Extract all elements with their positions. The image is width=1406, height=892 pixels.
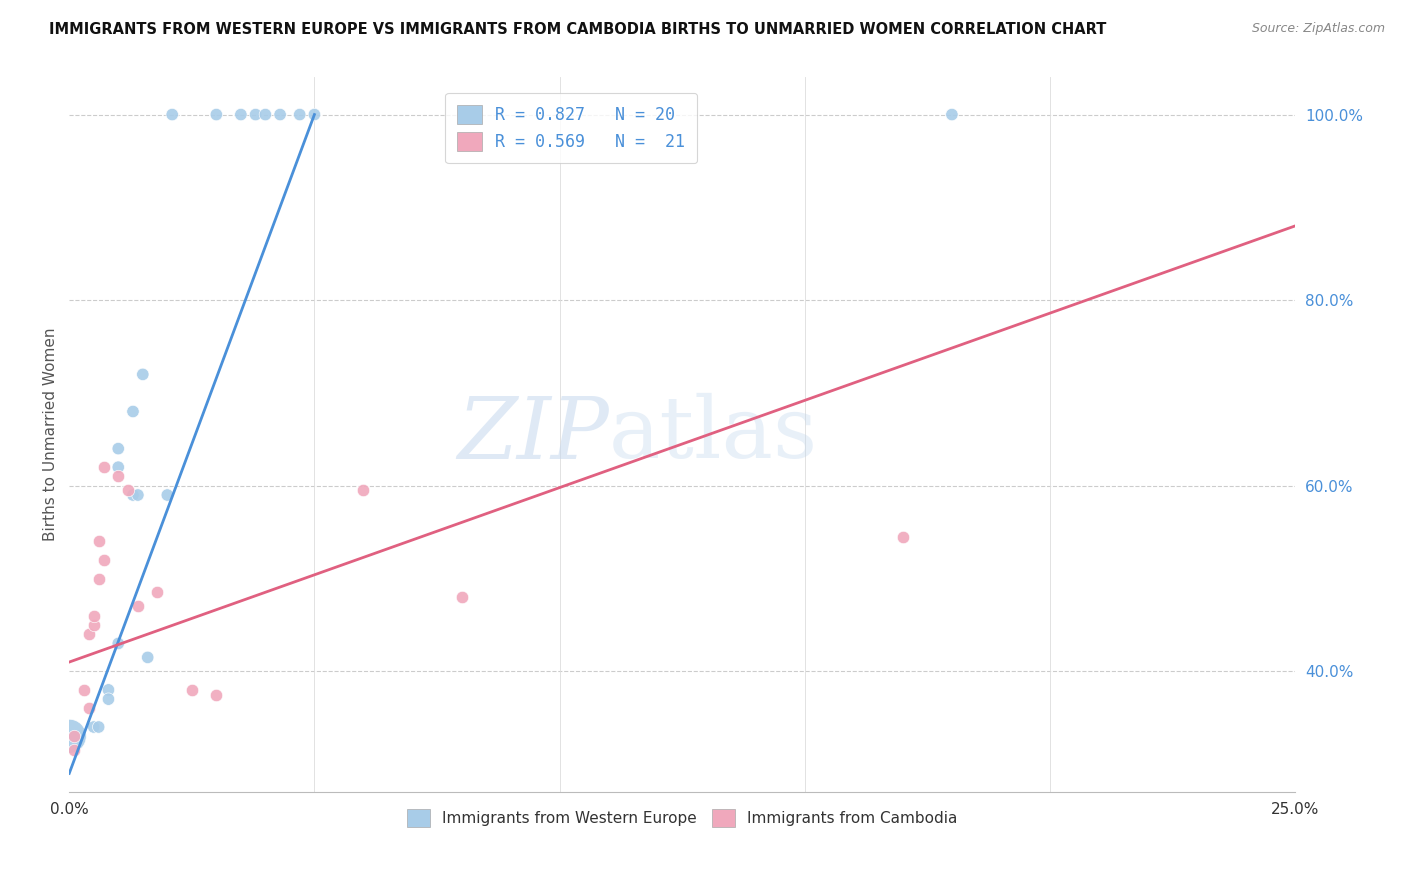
Point <box>83 720 105 734</box>
Point <box>136 650 159 665</box>
Point <box>87 572 110 586</box>
Point <box>304 107 326 121</box>
Point <box>58 729 80 743</box>
Point <box>288 107 311 121</box>
Y-axis label: Births to Unmarried Women: Births to Unmarried Women <box>44 328 58 541</box>
Point <box>77 627 100 641</box>
Point <box>245 107 267 121</box>
Point <box>205 688 228 702</box>
Point <box>941 107 963 121</box>
Point <box>77 701 100 715</box>
Legend: Immigrants from Western Europe, Immigrants from Cambodia: Immigrants from Western Europe, Immigran… <box>399 801 965 834</box>
Point <box>146 585 169 599</box>
Point <box>93 553 115 567</box>
Point <box>117 483 139 498</box>
Point <box>353 483 375 498</box>
Point <box>160 107 183 121</box>
Point <box>83 618 105 632</box>
Point <box>269 107 291 121</box>
Point <box>87 720 110 734</box>
Point <box>107 442 129 456</box>
Point <box>93 460 115 475</box>
Point <box>107 469 129 483</box>
Point <box>229 107 252 121</box>
Point <box>87 534 110 549</box>
Point <box>450 590 472 604</box>
Point <box>97 682 120 697</box>
Point <box>97 692 120 706</box>
Text: IMMIGRANTS FROM WESTERN EUROPE VS IMMIGRANTS FROM CAMBODIA BIRTHS TO UNMARRIED W: IMMIGRANTS FROM WESTERN EUROPE VS IMMIGR… <box>49 22 1107 37</box>
Point <box>127 599 149 614</box>
Text: atlas: atlas <box>609 393 818 476</box>
Point <box>205 107 228 121</box>
Point <box>63 743 86 757</box>
Point <box>63 729 86 743</box>
Point <box>107 636 129 650</box>
Point <box>83 608 105 623</box>
Point <box>73 682 96 697</box>
Point <box>122 404 145 418</box>
Point <box>891 530 914 544</box>
Point <box>107 460 129 475</box>
Point <box>180 682 202 697</box>
Point <box>132 368 155 382</box>
Point <box>254 107 277 121</box>
Text: Source: ZipAtlas.com: Source: ZipAtlas.com <box>1251 22 1385 36</box>
Text: ZIP: ZIP <box>457 393 609 476</box>
Point <box>122 488 145 502</box>
Point <box>156 488 179 502</box>
Point <box>127 488 149 502</box>
